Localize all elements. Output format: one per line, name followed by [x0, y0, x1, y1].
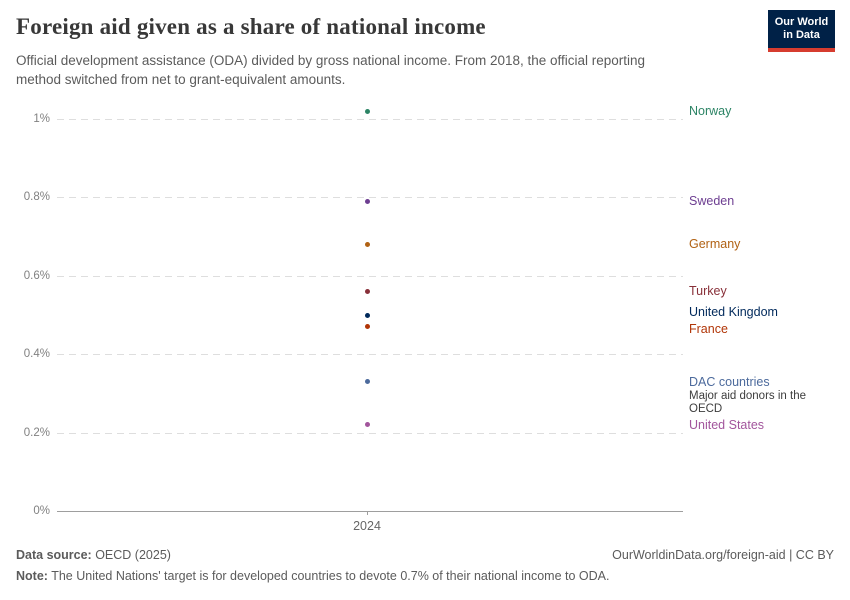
data-point-france[interactable]: [364, 324, 370, 330]
y-tick-label: 0%: [33, 505, 50, 517]
gridline: [57, 354, 683, 356]
gridline: [57, 275, 683, 277]
y-tick-label: 1%: [33, 113, 50, 125]
series-label-turkey[interactable]: Turkey: [689, 284, 727, 299]
series-label-sweden[interactable]: Sweden: [689, 194, 735, 209]
series-label-germany[interactable]: Germany: [689, 237, 741, 252]
data-point-turkey[interactable]: [364, 288, 370, 294]
series-label-norway[interactable]: Norway: [689, 104, 732, 119]
owid-logo[interactable]: Our World in Data: [768, 10, 835, 52]
x-tick-label: 2024: [353, 519, 381, 533]
y-tick-label: 0.8%: [23, 191, 50, 204]
footer-note-value: The United Nations' target is for develo…: [47, 569, 610, 583]
data-source-value: OECD (2025): [91, 548, 171, 562]
gridline: [57, 119, 683, 120]
data-source-label: Data source:: [16, 548, 92, 562]
data-point-norway[interactable]: [364, 108, 370, 114]
owid-logo-line2: in Data: [783, 29, 820, 41]
x-axis-line: [57, 511, 683, 512]
data-point-sweden[interactable]: [364, 198, 370, 204]
data-point-dac-countries[interactable]: [364, 379, 370, 385]
owid-logo-line1: Our World: [774, 16, 829, 28]
series-label-united-kingdom[interactable]: United Kingdom: [689, 305, 778, 320]
series-note-dac-countries: Major aid donors in the OECD: [689, 389, 806, 416]
series-label-united-states[interactable]: United States: [689, 417, 765, 432]
data-point-united-kingdom[interactable]: [364, 312, 370, 318]
data-point-united-states[interactable]: [364, 422, 370, 428]
footer-note-label: Note:: [16, 569, 48, 583]
data-point-germany[interactable]: [364, 241, 370, 247]
x-tick-mark: [367, 511, 368, 515]
attribution-link[interactable]: OurWorldinData.org/foreign-aid | CC BY: [612, 548, 834, 562]
gridline: [57, 432, 683, 434]
y-tick-label: 0.4%: [23, 348, 50, 361]
series-label-dac-countries[interactable]: DAC countries: [689, 374, 770, 389]
chart-subtitle: Official development assistance (ODA) di…: [16, 53, 646, 87]
data-source-line: Data source: OECD (2025): [16, 548, 171, 562]
footer-note: Note: The United Nations' target is for …: [16, 569, 609, 583]
series-label-france[interactable]: France: [689, 322, 728, 337]
page-title: Foreign aid given as a share of national…: [16, 14, 486, 39]
gridline: [57, 197, 683, 199]
y-tick-label: 0.2%: [23, 426, 50, 439]
y-tick-label: 0.6%: [23, 269, 50, 282]
